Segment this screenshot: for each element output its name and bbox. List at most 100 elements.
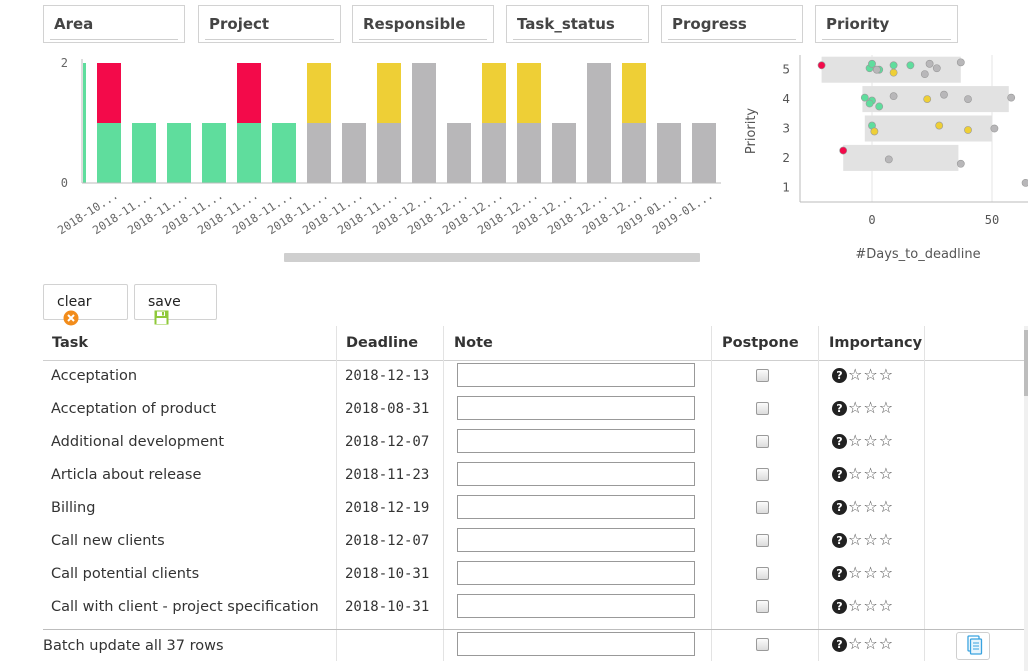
star-outline-icon[interactable]: ☆	[848, 398, 863, 417]
importancy-rating[interactable]: ? ☆☆☆	[832, 464, 893, 484]
star-outline-icon[interactable]: ☆	[863, 563, 878, 582]
star-outline-icon[interactable]: ☆	[863, 464, 878, 483]
clear-button[interactable]: clear	[43, 284, 128, 326]
importancy-rating[interactable]: ? ☆☆☆	[832, 497, 893, 517]
postpone-checkbox[interactable]	[756, 534, 769, 547]
question-circle-icon[interactable]: ?	[832, 467, 847, 482]
task-cell: Call potential clients	[51, 566, 200, 582]
star-outline-icon[interactable]: ☆	[863, 530, 878, 549]
question-circle-icon[interactable]: ?	[832, 434, 847, 449]
note-input[interactable]	[457, 462, 695, 486]
range-band	[862, 86, 1009, 113]
star-outline-icon[interactable]: ☆	[878, 464, 894, 483]
star-outline-icon[interactable]: ☆	[848, 365, 863, 384]
scatter-point	[935, 121, 944, 130]
save-button-label: save	[148, 294, 181, 310]
note-input[interactable]	[457, 495, 695, 519]
header-postpone[interactable]: Postpone	[722, 335, 799, 351]
postpone-checkbox[interactable]	[756, 369, 769, 382]
filter-area[interactable]: Area	[43, 5, 185, 43]
importancy-rating[interactable]: ? ☆☆☆	[832, 365, 893, 385]
scatter-point	[868, 59, 876, 68]
bar-segment	[622, 63, 646, 123]
clear-button-label: clear	[57, 294, 92, 310]
star-outline-icon[interactable]: ☆	[848, 464, 863, 483]
star-outline-icon[interactable]: ☆	[878, 530, 894, 549]
star-outline-icon[interactable]: ☆	[878, 563, 894, 582]
question-circle-icon[interactable]: ?	[832, 368, 847, 383]
copy-button[interactable]	[956, 632, 990, 660]
filter-progress[interactable]: Progress	[661, 5, 803, 43]
column-divider	[336, 326, 337, 661]
star-outline-icon[interactable]: ☆	[848, 634, 863, 653]
star-outline-icon[interactable]: ☆	[848, 563, 863, 582]
star-outline-icon[interactable]: ☆	[863, 431, 878, 450]
deadline-cell: 2018-08-31	[345, 401, 430, 417]
table-scrollbar-thumb[interactable]	[1024, 330, 1028, 396]
star-outline-icon[interactable]: ☆	[863, 596, 878, 615]
table-header: Task Deadline Note Postpone Importancy	[43, 326, 1026, 361]
header-note[interactable]: Note	[454, 335, 493, 351]
question-circle-icon[interactable]: ?	[832, 566, 847, 581]
filter-priority[interactable]: Priority	[815, 5, 958, 43]
star-outline-icon[interactable]: ☆	[848, 530, 863, 549]
star-outline-icon[interactable]: ☆	[878, 431, 894, 450]
batch-postpone-checkbox[interactable]	[756, 638, 769, 651]
star-outline-icon[interactable]: ☆	[878, 398, 894, 417]
note-input[interactable]	[457, 594, 695, 618]
bar-segment	[167, 123, 191, 183]
star-outline-icon[interactable]: ☆	[848, 431, 863, 450]
filter-project[interactable]: Project	[198, 5, 341, 43]
question-circle-icon[interactable]: ?	[832, 599, 847, 614]
save-button[interactable]: save	[134, 284, 217, 325]
star-outline-icon[interactable]: ☆	[863, 398, 878, 417]
postpone-checkbox[interactable]	[756, 600, 769, 613]
importancy-rating[interactable]: ? ☆☆☆	[832, 563, 893, 583]
importancy-rating[interactable]: ? ☆☆☆	[832, 431, 893, 451]
postpone-checkbox[interactable]	[756, 501, 769, 514]
bar-segment	[622, 123, 646, 183]
star-outline-icon[interactable]: ☆	[863, 497, 878, 516]
note-input[interactable]	[457, 363, 695, 387]
question-circle-icon[interactable]: ?	[832, 401, 847, 416]
note-input[interactable]	[457, 429, 695, 453]
question-circle-icon[interactable]: ?	[832, 637, 847, 652]
bar-segment	[132, 123, 156, 183]
bar-segment	[202, 123, 226, 183]
bar-chart-scrollbar[interactable]	[284, 253, 700, 262]
note-input[interactable]	[457, 561, 695, 585]
table-row: Additional development 2018-12-07? ☆☆☆	[43, 426, 943, 459]
importancy-rating[interactable]: ? ☆☆☆	[832, 596, 893, 616]
star-outline-icon[interactable]: ☆	[848, 596, 863, 615]
importancy-rating[interactable]: ? ☆☆☆	[832, 398, 893, 418]
note-input[interactable]	[457, 528, 695, 552]
note-input[interactable]	[457, 396, 695, 420]
star-outline-icon[interactable]: ☆	[878, 634, 894, 653]
filter-task-status[interactable]: Task_status	[506, 5, 649, 43]
star-outline-icon[interactable]: ☆	[863, 365, 878, 384]
header-deadline[interactable]: Deadline	[346, 335, 419, 351]
postpone-checkbox[interactable]	[756, 567, 769, 580]
header-task[interactable]: Task	[52, 335, 89, 351]
filter-responsible[interactable]: Responsible	[352, 5, 494, 43]
header-importancy[interactable]: Importancy	[829, 335, 923, 351]
postpone-checkbox[interactable]	[756, 402, 769, 415]
postpone-checkbox[interactable]	[756, 468, 769, 481]
table-scrollbar-track[interactable]	[1024, 326, 1028, 671]
y-axis-title: Priority	[744, 108, 759, 155]
star-outline-icon[interactable]: ☆	[848, 497, 863, 516]
table-row: Call new clients 2018-12-07? ☆☆☆	[43, 525, 943, 558]
postpone-checkbox[interactable]	[756, 435, 769, 448]
importancy-rating[interactable]: ? ☆☆☆	[832, 530, 893, 550]
star-outline-icon[interactable]: ☆	[863, 634, 878, 653]
star-outline-icon[interactable]: ☆	[878, 596, 894, 615]
question-circle-icon[interactable]: ?	[832, 533, 847, 548]
table-row: Call with client - project specification…	[43, 591, 943, 624]
batch-importancy-rating[interactable]: ? ☆☆☆	[832, 634, 893, 654]
star-outline-icon[interactable]: ☆	[878, 497, 894, 516]
question-circle-icon[interactable]: ?	[832, 500, 847, 515]
batch-note-input[interactable]	[457, 632, 695, 656]
star-outline-icon[interactable]: ☆	[878, 365, 894, 384]
scatter-point	[920, 70, 929, 79]
task-cell: Call new clients	[51, 533, 165, 549]
